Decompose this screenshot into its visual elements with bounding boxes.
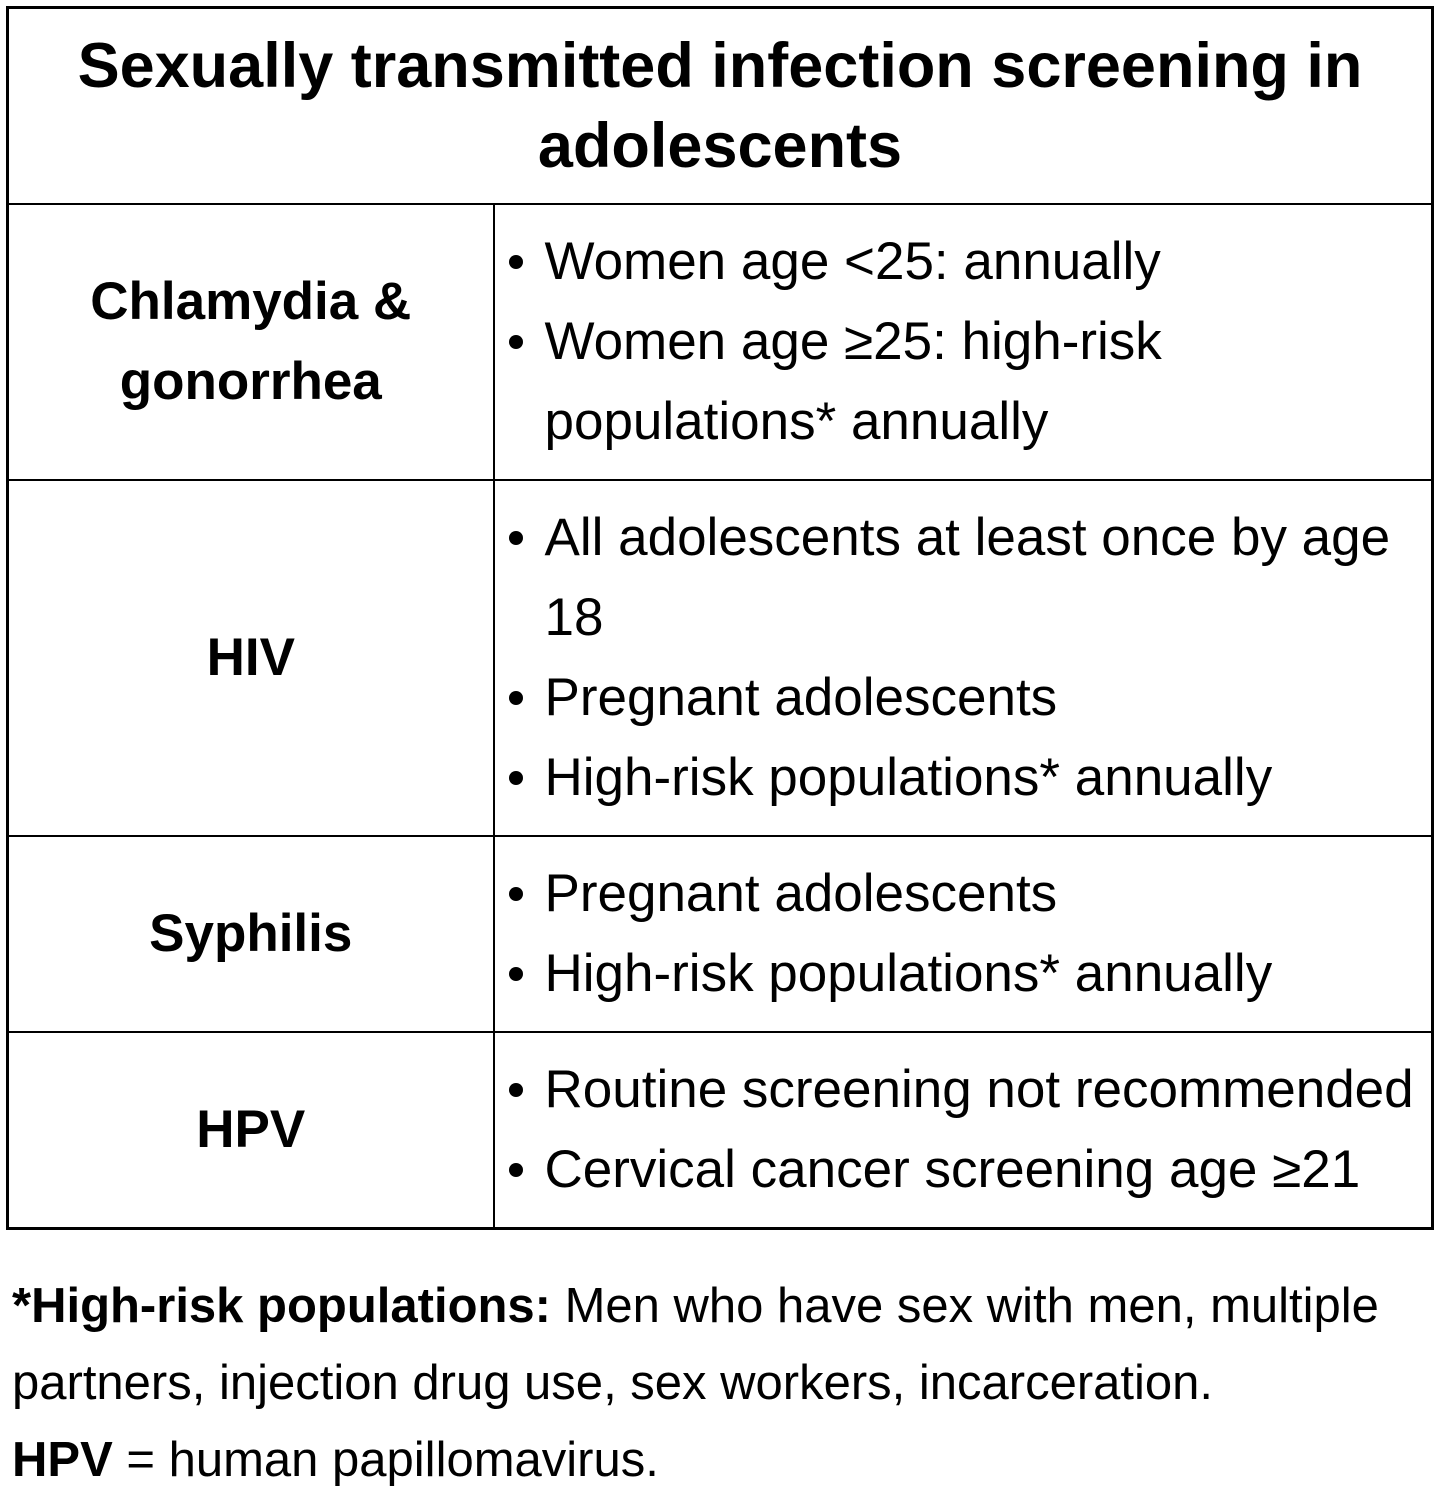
footnote-hpv-definition: HPV = human papillomavirus. — [12, 1422, 1430, 1499]
bullet-item: Pregnant adolescents — [507, 658, 1422, 738]
bullet-item: High-risk populations* annually — [507, 738, 1422, 818]
row-label-hpv: HPV — [6, 1031, 495, 1230]
row-content-hpv: Routine screening not recommended Cervic… — [492, 1031, 1434, 1230]
bullet-list: Pregnant adolescents High-risk populatio… — [507, 854, 1422, 1014]
bullet-list: Routine screening not recommended Cervic… — [507, 1050, 1422, 1210]
footnote-highrisk-text: Men who have sex with men, multiple part… — [12, 1279, 1379, 1410]
bullet-text: Women age <25: annually — [544, 232, 1161, 291]
row-label-syphilis: Syphilis — [6, 835, 495, 1033]
bullet-text: Cervical cancer screening age ≥21 — [544, 1140, 1361, 1199]
bullet-item: All adolescents at least once by age 18 — [507, 498, 1422, 658]
bullet-text: Pregnant adolescents — [544, 864, 1058, 923]
bullet-icon — [508, 255, 523, 269]
bullet-icon — [508, 887, 523, 901]
bullet-item: Cervical cancer screening age ≥21 — [507, 1130, 1422, 1210]
row-content-hiv: All adolescents at least once by age 18 … — [492, 479, 1434, 837]
bullet-text: High-risk populations* annually — [544, 944, 1273, 1003]
bullet-item: Women age <25: annually — [507, 222, 1422, 302]
table-title: Sexually transmitted infection screening… — [6, 6, 1434, 205]
row-label-hiv: HIV — [6, 479, 495, 837]
bullet-list: All adolescents at least once by age 18 … — [507, 498, 1422, 818]
row-content-chlamydia-gonorrhea: Women age <25: annually Women age ≥25: h… — [492, 203, 1434, 481]
bullet-text: High-risk populations* annually — [544, 748, 1273, 807]
row-content-syphilis: Pregnant adolescents High-risk populatio… — [492, 835, 1434, 1033]
bullet-item: Women age ≥25: high-risk populations* an… — [507, 302, 1422, 462]
title-row: Sexually transmitted infection screening… — [6, 6, 1434, 205]
bullet-item: Routine screening not recommended — [507, 1050, 1422, 1130]
bullet-list: Women age <25: annually Women age ≥25: h… — [507, 222, 1422, 462]
footnote-hpv-text: = human papillomavirus. — [112, 1433, 659, 1487]
bullet-icon — [508, 691, 523, 705]
bullet-item: High-risk populations* annually — [507, 934, 1422, 1014]
footnote-hpv-label: HPV — [12, 1433, 113, 1487]
bullet-text: Pregnant adolescents — [544, 668, 1058, 727]
table-row-chlamydia-gonorrhea: Chlamydia & gonorrhea Women age <25: ann… — [6, 203, 1434, 481]
bullet-icon — [508, 1083, 523, 1097]
bullet-text: All adolescents at least once by age 18 — [544, 508, 1391, 647]
bullet-icon — [508, 967, 523, 981]
bullet-icon — [508, 531, 523, 545]
bullet-icon — [508, 335, 523, 349]
bullet-text: Women age ≥25: high-risk populations* an… — [544, 312, 1162, 451]
sti-screening-table: Sexually transmitted infection screening… — [6, 6, 1434, 1230]
table-row-hpv: HPV Routine screening not recommended Ce… — [6, 1031, 1434, 1230]
table-row-syphilis: Syphilis Pregnant adolescents High-risk … — [6, 835, 1434, 1033]
bullet-text: Routine screening not recommended — [544, 1060, 1414, 1119]
footnotes: *High-risk populations: Men who have sex… — [6, 1268, 1436, 1499]
footnote-highrisk-label: *High-risk populations: — [12, 1279, 551, 1333]
footnote-highrisk: *High-risk populations: Men who have sex… — [12, 1268, 1430, 1422]
row-label-chlamydia-gonorrhea: Chlamydia & gonorrhea — [6, 203, 495, 481]
table-row-hiv: HIV All adolescents at least once by age… — [6, 479, 1434, 837]
bullet-icon — [508, 1163, 523, 1177]
bullet-item: Pregnant adolescents — [507, 854, 1422, 934]
bullet-icon — [508, 771, 523, 785]
